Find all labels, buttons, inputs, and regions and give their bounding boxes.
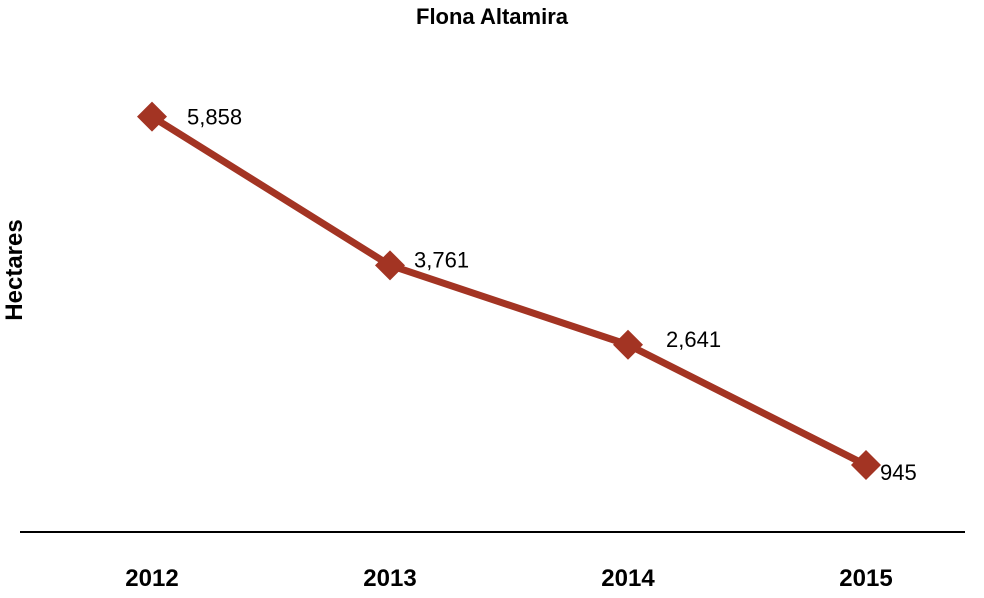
- y-axis-label: Hectares: [1, 219, 28, 320]
- data-point-marker: [613, 329, 643, 360]
- x-tick-label: 2013: [363, 565, 416, 592]
- data-label: 945: [880, 460, 917, 485]
- data-label: 2,641: [666, 327, 721, 352]
- x-tick-labels: 2012 2013 2014 2015: [125, 565, 892, 592]
- data-point-marker: [375, 250, 405, 281]
- x-tick-label: 2015: [839, 565, 892, 592]
- data-point-marker: [851, 449, 881, 480]
- chart-title: Flona Altamira: [416, 4, 569, 29]
- data-label: 3,761: [414, 247, 469, 272]
- data-label: 5,858: [187, 105, 242, 130]
- series-line: [150, 113, 868, 469]
- x-tick-label: 2014: [601, 565, 655, 592]
- x-tick-label: 2012: [125, 565, 178, 592]
- series-layer: 5,858 3,761 2,641 945: [137, 101, 917, 485]
- data-point-marker: [137, 101, 167, 132]
